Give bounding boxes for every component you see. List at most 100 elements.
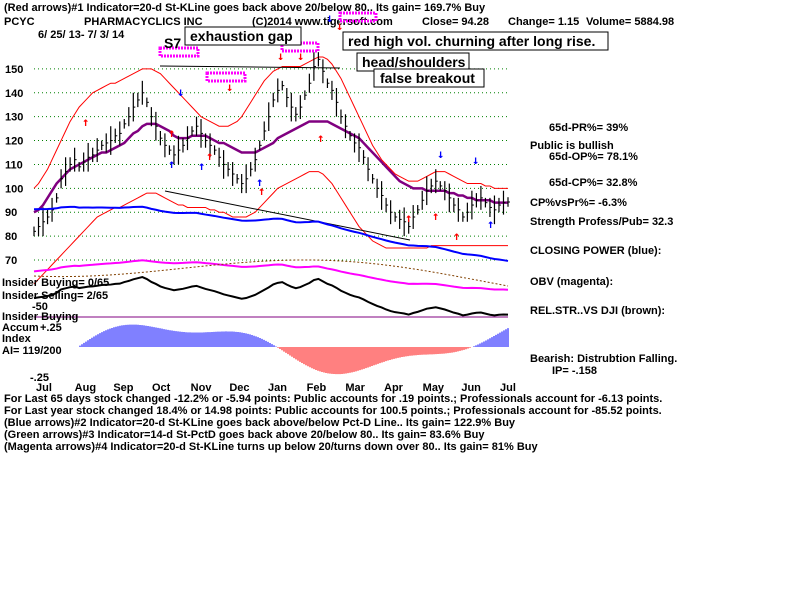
resistance-line [159, 65, 341, 69]
x-tick-label: Jan [268, 382, 287, 394]
y-tick-label: 70 [5, 255, 17, 267]
blue-down-arrow: ↓ [177, 85, 184, 99]
red-down-arrow: ↓ [226, 80, 233, 94]
trend-line [164, 190, 411, 241]
y-tick-label: 100 [5, 183, 23, 195]
strength-label: Strength Profess/Pub= 32.3 [530, 216, 673, 228]
exhaustion-gap-label: exhaustion gap [190, 28, 293, 44]
closing-power-line [33, 205, 509, 262]
x-tick-label: Nov [191, 382, 213, 394]
obv-label: OBV (magenta): [530, 276, 613, 288]
grid-lines [34, 68, 508, 261]
y-tick-label: 120 [5, 136, 23, 148]
x-tick-label: Feb [307, 382, 327, 394]
red-up-arrow: ↑ [82, 115, 89, 129]
y-tick-label: 80 [5, 231, 17, 243]
x-tick-label: Sep [113, 382, 133, 394]
y-tick-label: 140 [5, 88, 23, 100]
s7-label: S7 [164, 35, 181, 51]
y-tick-label: 110 [5, 159, 23, 171]
x-tick-label: Jul [500, 382, 516, 394]
head-shoulders-label: head/shoulders [362, 54, 466, 70]
magenta-cluster [158, 46, 200, 58]
blue-up-arrow: ↑ [168, 157, 175, 171]
red-up-arrow: ↑ [453, 229, 460, 243]
x-tick-label: Oct [152, 382, 171, 394]
x-tick-label: Jun [461, 382, 481, 394]
red-high-vol-label: red high vol. churning after long rise. [348, 33, 595, 49]
y-tick-label: 90 [5, 207, 17, 219]
red-down-arrow: ↓ [297, 49, 304, 63]
accum-bars [79, 324, 509, 375]
pr65-label: 65d-PR%= 39% [549, 122, 628, 134]
y-tick-label: 130 [5, 112, 23, 124]
red-up-arrow: ↑ [317, 131, 324, 145]
relstr-black-line [33, 275, 509, 317]
obv-line [33, 259, 509, 291]
x-tick-label: Aug [75, 382, 96, 394]
exhaustion-gap-box [184, 26, 302, 46]
relstr-label: REL.STR..VS DJI (brown): [530, 305, 665, 317]
insider-buying-2: Insider Buying [2, 311, 78, 323]
magenta-cluster [205, 71, 247, 83]
volume-label: Volume= 5884.98 [586, 16, 674, 28]
minus50-label: -50 [32, 301, 48, 313]
minus25-label: -.25 [30, 372, 49, 384]
ai-label: AI= 119/200 [2, 345, 62, 357]
false-breakout-box [373, 68, 485, 88]
blue-up-arrow: ↑ [256, 175, 263, 189]
footer-line2: For Last year stock changed 18.4% or 14.… [4, 405, 662, 417]
red-up-arrow: ↑ [206, 149, 213, 163]
index-label: Index [2, 333, 32, 345]
y-tick-labels: 150 140 130 120 110 100 90 80 70 [5, 64, 23, 267]
series-line-65-day-ma [33, 120, 508, 214]
blue-down-arrow: ↓ [437, 147, 444, 161]
red-up-arrow: ↑ [432, 209, 439, 223]
cp65-label: 65d-CP%= 32.8% [549, 177, 638, 189]
footer-line1: For Last 65 days stock changed -12.2% or… [4, 393, 662, 405]
y-tick-label: 150 [5, 64, 23, 76]
ticker-label: PCYC [4, 16, 35, 28]
x-tick-label: May [423, 382, 445, 394]
red-up-arrow: ↑ [405, 211, 412, 225]
copyright-label: (C)2014 www.tigersoft.com [252, 16, 393, 28]
red-up-arrow: ↑ [258, 184, 265, 198]
op65-label: 65d-OP%= 78.1% [549, 151, 638, 163]
red-up-arrow: ↑ [168, 126, 175, 140]
x-tick-labels: Jul Aug Sep Oct Nov Dec Jan Feb Mar Apr May Jun Jul [36, 382, 516, 394]
magenta-cluster [338, 11, 378, 23]
company-name: PHARMACYCLICS INC [84, 16, 203, 28]
cpvspr-label: CP%vsPr%= -6.3% [530, 197, 627, 209]
x-tick-label: Jul [36, 382, 52, 394]
footer-line5: (Magenta arrows)#4 Indicator=20-d St-KLi… [4, 441, 538, 453]
public-bullish: Public is bullish [530, 140, 614, 152]
series-line-upper-band [33, 56, 508, 189]
ip-label: IP= -.158 [552, 365, 597, 377]
header-line1: (Red arrows)#1 Indicator=20-d St-KLine g… [4, 2, 486, 14]
close-label: Close= 94.28 [422, 16, 489, 28]
x-tick-label: Dec [229, 382, 249, 394]
date-range: 6/ 25/ 13- 7/ 3/ 14 [38, 29, 125, 41]
red-high-vol-box [342, 31, 609, 51]
plus25-label: +.25 [40, 322, 62, 334]
closing-power-label: CLOSING POWER (blue): [530, 245, 661, 257]
accum-label: Accum [2, 322, 39, 334]
insider-selling: Insider Selling= 2/65 [2, 290, 108, 302]
relstr-line [33, 259, 509, 287]
x-tick-label: Apr [384, 382, 404, 394]
blue-up-arrow: ↑ [487, 217, 494, 231]
insider-buying: Insider Buying= 0/65 [2, 277, 109, 289]
x-tick-label: Mar [345, 382, 365, 394]
red-down-arrow: ↓ [277, 49, 284, 63]
change-label: Change= 1.15 [508, 16, 579, 28]
blue-up-arrow: ↑ [198, 159, 205, 173]
blue-down-arrow: ↓ [326, 11, 333, 25]
false-breakout-label: false breakout [380, 70, 475, 86]
signal-arrows: ↑ ↑ ↑ ↑ ↑ ↑ ↑ ↑ ↑ ↑ ↑ ↑ ↓ ↓ ↓ ↓ ↓ ↓ ↓ ↓ [82, 11, 494, 243]
price-bars [33, 52, 510, 237]
bearish-label: Bearish: Distrubtion Falling. [530, 353, 677, 365]
series-lines [33, 56, 508, 285]
red-down-arrow: ↓ [336, 19, 343, 33]
